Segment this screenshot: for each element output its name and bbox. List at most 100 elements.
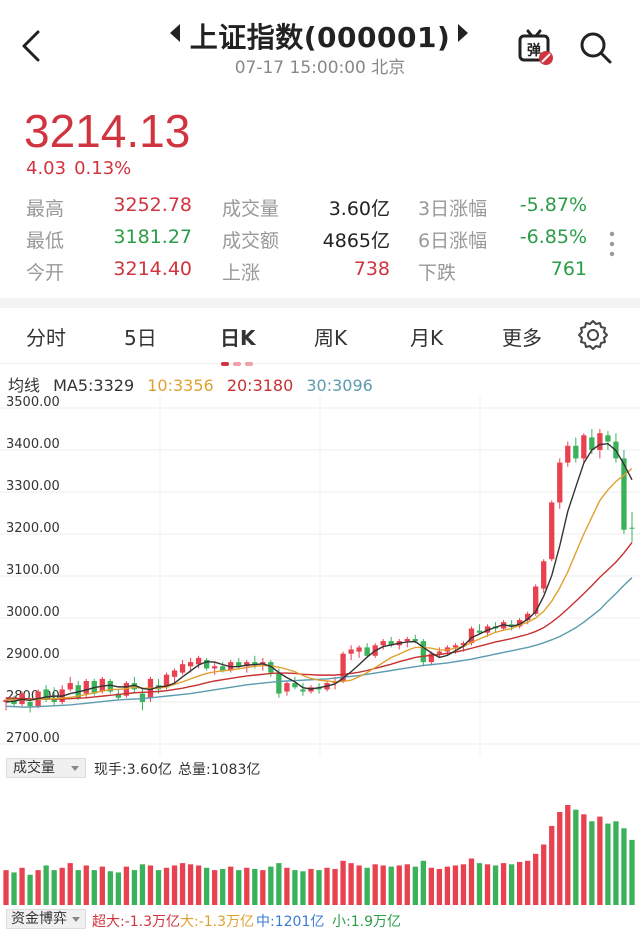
volume-bar <box>332 868 338 905</box>
volume-bar <box>123 866 130 905</box>
fund-small: 小:1.9万亿 <box>332 914 401 930</box>
candle-body <box>388 641 394 646</box>
volume-bar <box>171 865 178 905</box>
volume-bar <box>581 814 587 905</box>
tab-5day[interactable]: 5日 <box>124 326 157 350</box>
volume-bar <box>428 867 435 905</box>
tab-daily-k[interactable]: 日K <box>220 326 256 350</box>
volume-bar <box>212 870 218 905</box>
danmu-icon[interactable]: 弹 <box>516 28 556 68</box>
tab-more[interactable]: 更多 <box>502 326 542 350</box>
active-tab-indicator <box>221 362 253 366</box>
volume-bar <box>589 821 595 905</box>
volume-bar <box>252 868 258 905</box>
top-bar: 上证指数(000001) 07-17 15:00:00 北京 弹 <box>0 0 640 86</box>
volume-bar <box>613 821 619 905</box>
tab-monthly-k[interactable]: 月K <box>410 326 444 350</box>
y-tick-label: 3400.00 <box>6 437 60 452</box>
volume-bar <box>340 860 346 905</box>
prev-stock-icon[interactable] <box>170 24 180 42</box>
fund-super-large: 超大:-1.3万亿 <box>92 914 181 930</box>
volume-bar <box>364 867 370 905</box>
candle-body <box>99 678 105 692</box>
more-options-icon[interactable] <box>608 230 616 258</box>
fund-flow-bar: 资金博弈 超大:-1.3万亿 大:-1.3万亿 中:1201亿 小:1.9万亿 <box>0 908 640 931</box>
y-tick-label: 2700.00 <box>6 731 60 746</box>
candle-body <box>525 613 531 621</box>
candle-body <box>179 664 186 673</box>
candle-body <box>276 672 282 694</box>
y-tick-label: 3500.00 <box>6 396 60 410</box>
stat-value: 3252.78 <box>113 194 192 216</box>
candle-body <box>203 660 210 669</box>
candle-body <box>107 681 113 692</box>
fund-flow-label: 资金博弈 <box>11 911 67 927</box>
volume-bar <box>83 865 89 905</box>
candle-body <box>468 628 475 644</box>
quote-stats: 最高 3252.78 成交量 3.60亿 3日涨幅 -5.87% 最低 3181… <box>26 194 616 290</box>
candle-body <box>300 689 306 692</box>
stat-value: 738 <box>353 258 390 280</box>
volume-bar <box>228 866 234 905</box>
volume-bar <box>155 870 162 905</box>
volume-bar <box>260 870 266 905</box>
indicator-selector[interactable]: 成交量 <box>6 758 86 778</box>
stat-value: -6.85% <box>519 226 587 248</box>
current-price: 3214.13 <box>24 105 191 157</box>
candle-body <box>364 647 370 656</box>
candle-body <box>187 662 194 667</box>
candle-body <box>340 653 346 681</box>
y-tick-label: 3100.00 <box>6 563 60 578</box>
volume-bar <box>244 867 250 905</box>
candle-body <box>195 657 202 665</box>
tab-intraday[interactable]: 分时 <box>26 326 66 350</box>
volume-bar <box>236 870 242 905</box>
volume-bar <box>324 867 330 905</box>
candle-body <box>581 435 587 459</box>
volume-bar <box>500 863 507 905</box>
candle-body <box>573 445 579 459</box>
volume-bar <box>452 865 459 905</box>
ma30-line <box>5 577 633 708</box>
candle-body <box>533 586 539 614</box>
stat-value: -5.87% <box>519 194 587 216</box>
settings-gear-icon[interactable] <box>576 318 610 352</box>
back-arrow-icon[interactable] <box>14 26 50 66</box>
volume-bar <box>276 863 282 905</box>
tab-weekly-k[interactable]: 周K <box>314 326 348 350</box>
volume-bar <box>131 870 138 905</box>
candle-body <box>428 653 435 663</box>
volume-bar <box>436 868 443 905</box>
ma5-value: MA5:3329 <box>53 376 135 395</box>
volume-bar <box>557 811 563 905</box>
volume-bar <box>99 866 105 905</box>
volume-bar <box>115 872 122 905</box>
volume-bar <box>147 865 154 905</box>
volume-bar <box>220 868 226 905</box>
candle-body <box>163 674 170 688</box>
candle-body <box>212 666 218 669</box>
volume-bar <box>203 867 210 905</box>
volume-bar <box>163 867 170 905</box>
volume-bar <box>525 860 531 905</box>
volume-bar <box>605 823 611 905</box>
search-icon[interactable] <box>576 28 616 68</box>
next-stock-icon[interactable] <box>458 24 468 42</box>
ma30-value: 30:3096 <box>306 376 373 395</box>
stat-label: 最高 <box>26 198 65 220</box>
section-divider <box>0 298 640 308</box>
candlestick-chart[interactable]: 3500.00 3400.00 3300.00 3200.00 3100.00 3000.… <box>0 396 640 756</box>
fund-flow-selector[interactable]: 资金博弈 <box>6 909 86 929</box>
volume-bar <box>621 828 627 905</box>
volume-bar <box>51 870 57 905</box>
volume-bar <box>484 864 491 905</box>
volume-bar <box>476 863 483 905</box>
volume-bar <box>380 865 386 905</box>
ma-title: 均线 <box>8 376 41 395</box>
candle-body <box>131 683 138 690</box>
stat-label: 上涨 <box>222 262 261 284</box>
volume-bar <box>19 867 25 905</box>
volume-bar <box>516 861 523 905</box>
volume-bar <box>292 870 298 905</box>
candle-body <box>420 641 426 663</box>
